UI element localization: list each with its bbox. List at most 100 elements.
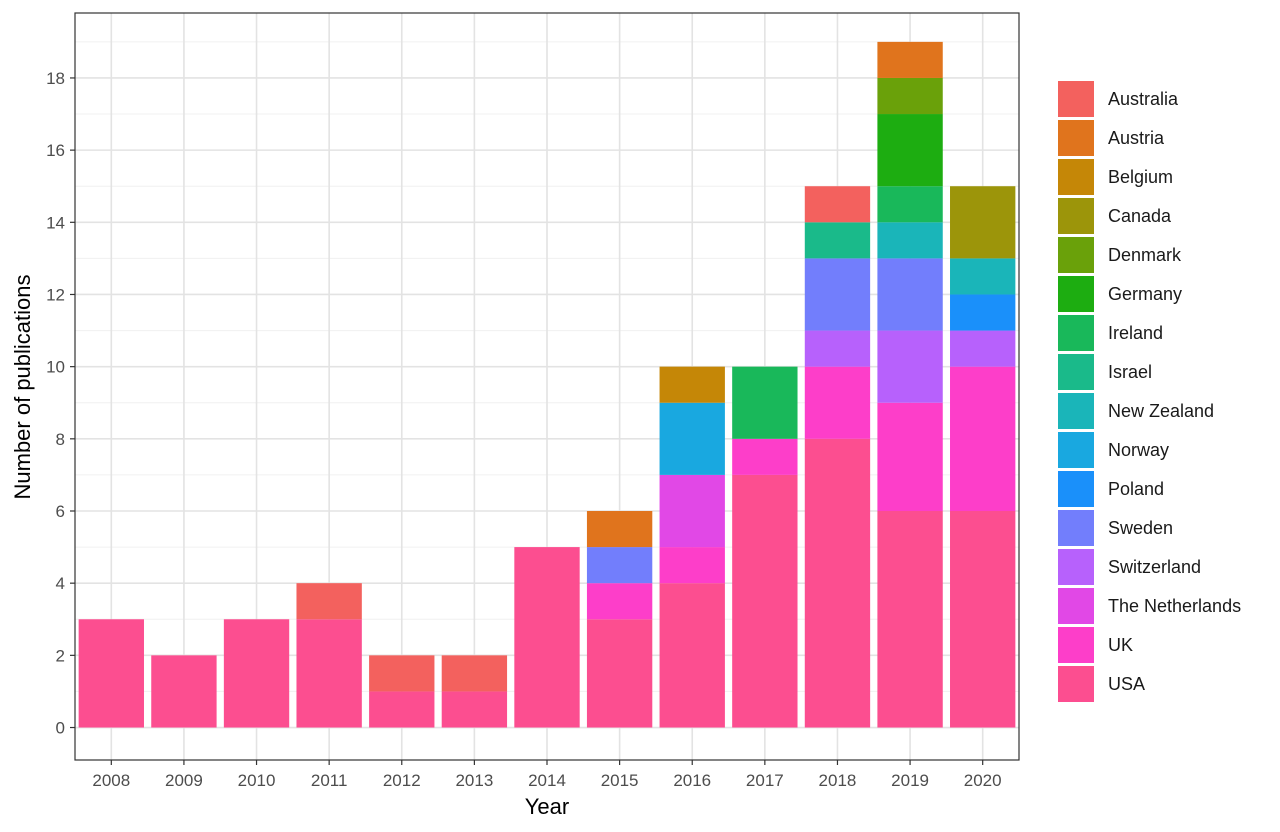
legend-swatch (1058, 315, 1094, 351)
legend-swatch (1058, 198, 1094, 234)
bar-segment (877, 41, 943, 78)
y-tick-label: 10 (46, 358, 65, 377)
legend: Australia Austria Belgium Canada Denmark Germ… (1058, 81, 1241, 702)
x-tick-label: 2013 (455, 771, 493, 790)
bar-segment (804, 258, 871, 331)
legend-label: Poland (1108, 479, 1164, 499)
bar-segment (78, 619, 144, 728)
bar-segment (586, 619, 653, 728)
legend-item: Belgium (1058, 159, 1173, 195)
x-tick-label: 2019 (891, 771, 929, 790)
bar-segment (659, 366, 725, 403)
bars-layer (78, 41, 1016, 728)
bar-segment (586, 511, 653, 548)
legend-label: Denmark (1108, 245, 1182, 265)
legend-item: Canada (1058, 198, 1172, 234)
bar-segment (369, 655, 435, 692)
bar-segment (950, 258, 1016, 295)
legend-item: Austria (1058, 120, 1165, 156)
y-tick-label: 8 (56, 430, 65, 449)
bar-segment (732, 366, 798, 439)
bar-segment (950, 511, 1016, 728)
legend-item: UK (1058, 627, 1133, 663)
bar-segment (586, 547, 653, 584)
legend-item: Norway (1058, 432, 1169, 468)
y-axis-title: Number of publications (10, 274, 35, 499)
x-tick-label: 2009 (165, 771, 203, 790)
legend-item: Poland (1058, 471, 1164, 507)
legend-item: Ireland (1058, 315, 1163, 351)
legend-swatch (1058, 237, 1094, 273)
legend-label: Belgium (1108, 167, 1173, 187)
bar-segment (732, 474, 798, 728)
legend-swatch (1058, 354, 1094, 390)
legend-label: UK (1108, 635, 1133, 655)
legend-item: The Netherlands (1058, 588, 1241, 624)
y-tick-label: 12 (46, 285, 65, 304)
bar-segment (659, 547, 725, 584)
x-tick-label: 2012 (383, 771, 421, 790)
bar-segment (659, 474, 725, 548)
legend-swatch (1058, 393, 1094, 429)
y-tick-label: 14 (46, 213, 65, 232)
x-tick-label: 2017 (746, 771, 784, 790)
y-tick-label: 2 (56, 646, 65, 665)
legend-item: Australia (1058, 81, 1179, 117)
legend-item: Sweden (1058, 510, 1173, 546)
legend-label: Sweden (1108, 518, 1173, 538)
bar-segment (877, 186, 943, 223)
legend-item: Israel (1058, 354, 1152, 390)
bar-segment (732, 438, 798, 475)
bar-segment (877, 330, 943, 403)
bar-segment (950, 330, 1016, 367)
x-tick-label: 2008 (92, 771, 130, 790)
x-tick-label: 2018 (819, 771, 857, 790)
legend-label: USA (1108, 674, 1145, 694)
legend-swatch (1058, 549, 1094, 585)
bar-segment (296, 583, 362, 620)
legend-label: Austria (1108, 128, 1165, 148)
bar-segment (877, 511, 943, 728)
legend-swatch (1058, 276, 1094, 312)
legend-label: Switzerland (1108, 557, 1201, 577)
legend-swatch (1058, 471, 1094, 507)
bar-segment (877, 222, 943, 259)
y-tick-label: 4 (56, 574, 65, 593)
legend-item: Denmark (1058, 237, 1182, 273)
y-tick-label: 16 (46, 141, 65, 160)
bar-segment (151, 655, 217, 728)
legend-swatch (1058, 432, 1094, 468)
legend-label: The Netherlands (1108, 596, 1241, 616)
bar-segment (950, 366, 1016, 511)
bar-segment (804, 222, 871, 259)
bar-segment (877, 114, 943, 187)
legend-swatch (1058, 159, 1094, 195)
legend-label: Germany (1108, 284, 1182, 304)
bar-segment (804, 438, 871, 728)
bar-segment (950, 186, 1016, 259)
legend-label: Australia (1108, 89, 1179, 109)
x-tick-label: 2014 (528, 771, 566, 790)
bar-segment (514, 547, 580, 728)
x-tick-label: 2011 (311, 771, 348, 790)
bar-segment (586, 583, 653, 620)
axes-layer: 0 2 4 6 8 10 12 14 16 18 2008 2009 2010 2011 2012 2013 2… (46, 12, 1020, 790)
x-axis-title: Year (525, 794, 569, 819)
y-tick-label: 6 (56, 502, 65, 521)
bar-segment (441, 655, 508, 692)
bar-segment (804, 186, 871, 223)
legend-swatch (1058, 120, 1094, 156)
legend-swatch (1058, 510, 1094, 546)
bar-segment (950, 294, 1016, 331)
legend-item: Switzerland (1058, 549, 1201, 585)
legend-item: Germany (1058, 276, 1182, 312)
x-tick-label: 2016 (673, 771, 711, 790)
legend-item: USA (1058, 666, 1145, 702)
x-tick-label: 2020 (964, 771, 1002, 790)
legend-label: New Zealand (1108, 401, 1214, 421)
y-tick-label: 18 (46, 69, 65, 88)
legend-swatch (1058, 627, 1094, 663)
y-tick-label: 0 (56, 719, 65, 738)
